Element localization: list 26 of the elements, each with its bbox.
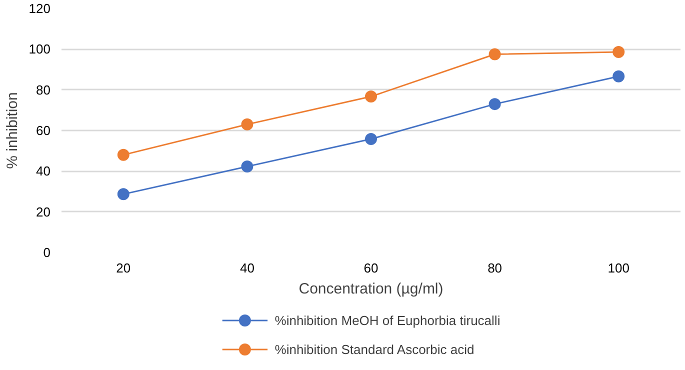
x-tick-label: 20 (116, 260, 131, 276)
point (117, 188, 130, 200)
x-axis-title: Concentration (µg/ml) (298, 280, 444, 298)
point (612, 70, 625, 82)
point (488, 48, 501, 60)
x-tick-label: 40 (240, 260, 254, 276)
point (241, 160, 254, 172)
legend-label: %inhibition Standard Ascorbic acid (274, 342, 474, 357)
point (488, 98, 501, 110)
y-tick-label: 120 (28, 1, 51, 16)
point (365, 133, 377, 146)
y-axis-title: % inhibition (4, 92, 21, 169)
x-tick-label: 60 (364, 260, 378, 276)
x-tick-label: 100 (608, 260, 630, 276)
y-tick-label: 0 (43, 245, 51, 260)
legend-label: %inhibition MeOH of Euphorbia tirucalli (274, 313, 500, 328)
y-tick-label: 100 (28, 42, 51, 57)
y-tick-label: 40 (36, 164, 51, 179)
y-tick-label: 60 (36, 123, 51, 138)
point (117, 148, 130, 161)
point (365, 90, 377, 103)
y-tick-label: 80 (36, 82, 51, 98)
y-tick-label: 20 (36, 204, 51, 220)
point (241, 118, 254, 130)
point (612, 46, 625, 58)
x-tick-label: 80 (488, 260, 502, 276)
